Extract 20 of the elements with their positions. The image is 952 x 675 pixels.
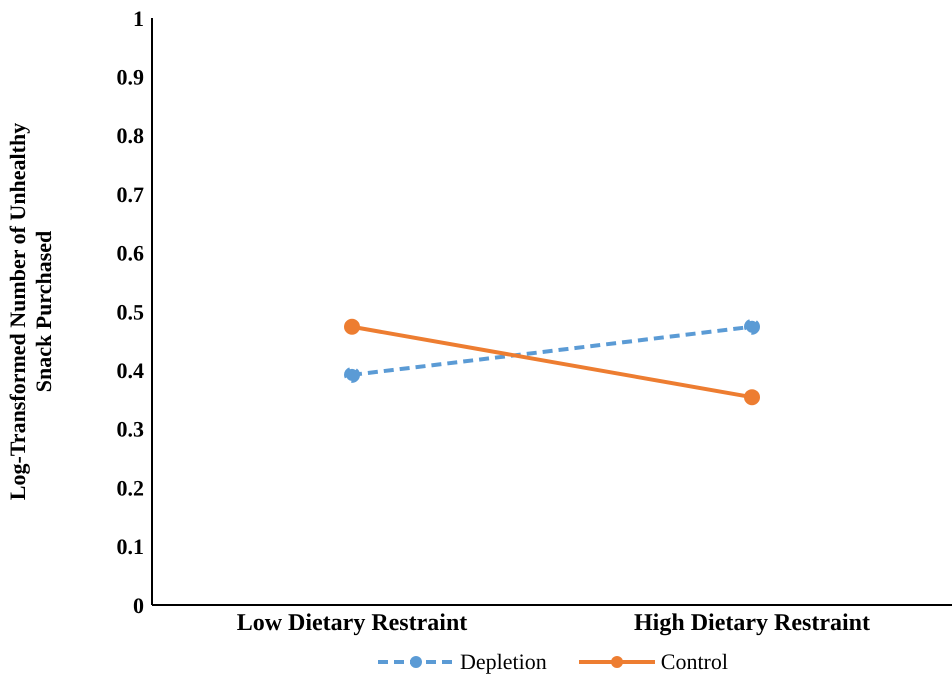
x-tick-label: Low Dietary Restraint	[236, 610, 468, 636]
y-tick-label: 0.1	[116, 534, 144, 560]
y-tick-label: 0.7	[116, 182, 144, 207]
y-tick-label: 1	[133, 6, 144, 31]
y-tick-label: 0.5	[116, 299, 144, 324]
point	[344, 366, 360, 383]
x-tick-label: High Dietary Restraint	[634, 610, 870, 636]
y-tick-label: 0	[133, 592, 144, 618]
point	[744, 389, 760, 406]
y-tick-label: 0.9	[116, 64, 144, 90]
y-axis-title: Log-Transformed Number of Unhealthy Snack Purchased	[5, 122, 56, 500]
legend-label: Depletion	[459, 649, 547, 675]
legend-label: Control	[660, 649, 728, 675]
y-tick-label: 0.8	[116, 123, 144, 148]
y-tick-label: 0.2	[116, 475, 144, 500]
point	[344, 318, 360, 335]
y-tick-label: 0.3	[116, 416, 144, 442]
y-tick-label: 0.6	[116, 240, 144, 266]
point	[744, 318, 760, 335]
y-tick-label: 0.4	[116, 358, 144, 384]
